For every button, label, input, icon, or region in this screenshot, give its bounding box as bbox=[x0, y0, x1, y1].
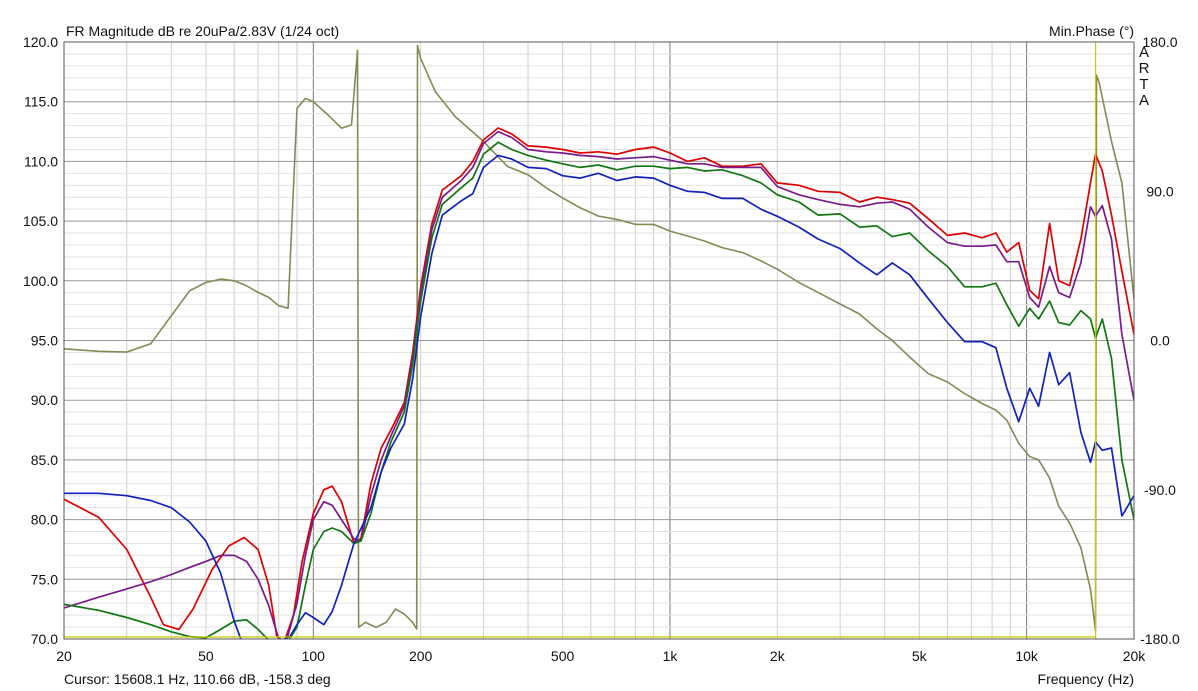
magnitude-series-4 bbox=[64, 154, 1134, 639]
y-tick-label: 115.0 bbox=[24, 94, 58, 110]
plot-frame bbox=[63, 41, 1135, 640]
y-tick-label: 90.0 bbox=[31, 392, 58, 408]
magnitude-plot-area bbox=[64, 127, 1134, 639]
y-axis-magnitude: 120.0 115.0 110.0 105.0 100.0 95.0 90.0 85.0 80.… bbox=[23, 34, 58, 647]
magnitude-series-3 bbox=[64, 141, 1134, 639]
y-tick-label: 95.0 bbox=[31, 333, 58, 349]
x-tick-label: 500 bbox=[551, 648, 575, 664]
arta-letter: A bbox=[1139, 92, 1149, 109]
phase-curve bbox=[64, 44, 1134, 632]
y-tick-label: 120.0 bbox=[23, 34, 58, 50]
cursor-layer bbox=[64, 42, 1097, 639]
y-tick-label: 105.0 bbox=[23, 213, 58, 229]
cursor-readout: Cursor: 15608.1 Hz, 110.66 dB, -158.3 de… bbox=[64, 671, 331, 687]
x-tick-label: 1k bbox=[663, 648, 679, 664]
arta-letter: T bbox=[1139, 76, 1148, 93]
y-tick-label: 70.0 bbox=[31, 631, 58, 647]
y-tick-label: 100.0 bbox=[23, 273, 58, 289]
y-tick-label: 80.0 bbox=[31, 512, 58, 528]
chart-title: FR Magnitude dB re 20uPa/2.83V (1/24 oct… bbox=[66, 23, 339, 39]
x-tick-label: 50 bbox=[198, 648, 214, 664]
y-tick-label: 85.0 bbox=[31, 452, 58, 468]
y2-tick-label: 90.0 bbox=[1146, 183, 1173, 199]
x-axis: 20 50 100 200 500 1k 2k 5k 10k 20k bbox=[56, 648, 1146, 664]
y-tick-label: 110.0 bbox=[24, 153, 58, 169]
x-tick-label: 5k bbox=[912, 648, 928, 664]
x-tick-label: 2k bbox=[770, 648, 786, 664]
magnitude-series-1 bbox=[64, 127, 1134, 639]
x-tick-label: 100 bbox=[302, 648, 326, 664]
y2-tick-label: 0.0 bbox=[1150, 333, 1170, 349]
y2-tick-label: -180.0 bbox=[1140, 631, 1180, 647]
phase-plot-area bbox=[64, 44, 1134, 632]
x-tick-label: 200 bbox=[409, 648, 433, 664]
arta-letter: R bbox=[1139, 60, 1150, 77]
x-tick-label: 20k bbox=[1123, 648, 1147, 664]
grid bbox=[64, 42, 1134, 639]
y2-tick-label: -90.0 bbox=[1144, 482, 1176, 498]
x-tick-label: 20 bbox=[56, 648, 72, 664]
x-tick-label: 10k bbox=[1015, 648, 1039, 664]
y2-tick-label: 180.0 bbox=[1142, 34, 1177, 50]
phase-axis-title: Min.Phase (°) bbox=[1049, 23, 1134, 39]
arta-letter: A bbox=[1139, 44, 1149, 61]
x-axis-label: Frequency (Hz) bbox=[1038, 671, 1134, 687]
magnitude-series-2 bbox=[64, 130, 1134, 639]
y-tick-label: 75.0 bbox=[31, 571, 58, 587]
y-axis-phase: 180.0 90.0 0.0 -90.0 -180.0 bbox=[1140, 34, 1180, 647]
